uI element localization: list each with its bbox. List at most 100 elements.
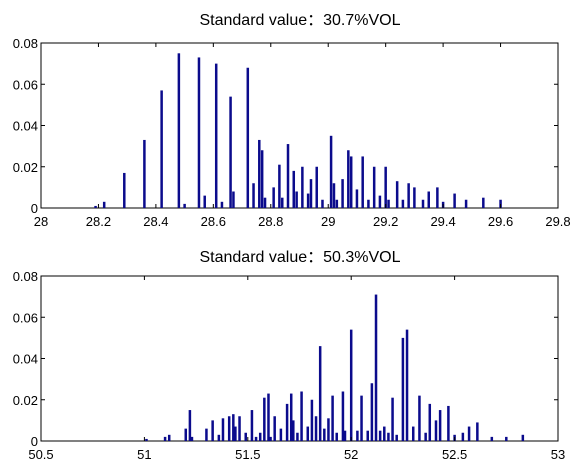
bar xyxy=(177,53,181,209)
bar xyxy=(309,179,313,209)
bar xyxy=(167,434,171,441)
bar xyxy=(258,139,261,208)
x-tick-label: 29.8 xyxy=(545,214,570,229)
bar xyxy=(421,199,425,208)
bar xyxy=(327,418,330,441)
bar xyxy=(188,410,192,441)
x-tick-label: 29.2 xyxy=(373,214,398,229)
bar xyxy=(447,405,450,441)
bar xyxy=(318,346,322,442)
bar xyxy=(521,434,525,441)
bar xyxy=(411,426,415,441)
bar xyxy=(258,432,262,441)
bar xyxy=(424,432,427,441)
bar xyxy=(272,187,275,209)
bar xyxy=(285,403,289,442)
bar xyxy=(321,199,324,208)
bar xyxy=(250,410,254,441)
bar xyxy=(499,199,502,208)
bar xyxy=(292,420,295,442)
bar xyxy=(217,434,221,441)
bar xyxy=(401,337,405,442)
bar xyxy=(372,166,376,208)
bar xyxy=(349,329,353,442)
bar xyxy=(300,391,303,441)
bar xyxy=(203,195,206,209)
x-tick-label: 53 xyxy=(551,447,565,462)
bar xyxy=(314,416,318,441)
bar xyxy=(190,436,194,442)
bar xyxy=(347,150,350,208)
bar xyxy=(234,426,237,441)
bar xyxy=(378,430,382,441)
bar xyxy=(232,191,235,208)
bar xyxy=(428,403,432,442)
bar xyxy=(355,189,359,208)
bar xyxy=(476,422,479,441)
y-tick-label: 0.06 xyxy=(13,310,38,325)
x-tick-label: 28.8 xyxy=(258,214,283,229)
bar xyxy=(211,420,214,442)
bar xyxy=(378,195,382,209)
bar xyxy=(269,436,272,442)
bar xyxy=(306,426,310,441)
bar xyxy=(418,395,421,442)
x-tick-label: 29.6 xyxy=(488,214,513,229)
bar xyxy=(220,201,224,208)
x-tick-label: 28.2 xyxy=(86,214,111,229)
bar xyxy=(413,187,416,209)
chart-title-bottom: Standard value：50.3%VOL xyxy=(199,249,401,266)
bar xyxy=(214,63,218,209)
bar xyxy=(343,430,347,441)
bar xyxy=(464,199,468,208)
bar xyxy=(438,410,442,441)
bar xyxy=(461,432,465,441)
bar xyxy=(197,57,201,208)
y-tick-label: 0 xyxy=(31,434,38,449)
bar xyxy=(296,432,299,441)
bar xyxy=(407,183,410,208)
x-tick-label: 50.5 xyxy=(28,447,53,462)
bar xyxy=(482,197,485,208)
y-tick-label: 0.08 xyxy=(13,36,38,51)
bar xyxy=(295,191,298,208)
y-tick-label: 0.02 xyxy=(13,393,38,408)
bar xyxy=(278,164,281,208)
bar xyxy=(263,397,266,441)
bar xyxy=(374,294,378,441)
bar xyxy=(505,436,508,442)
bar xyxy=(349,156,353,208)
bar xyxy=(360,395,363,442)
x-tick-label: 28.4 xyxy=(143,214,168,229)
x-tick-label: 52.5 xyxy=(442,447,467,462)
y-tick-label: 0.08 xyxy=(13,269,38,284)
bar xyxy=(205,428,208,442)
x-tick-label: 28.6 xyxy=(201,214,226,229)
bar xyxy=(384,166,387,208)
bar xyxy=(427,191,430,208)
bar xyxy=(356,430,359,441)
bar xyxy=(281,197,284,208)
bar xyxy=(163,436,167,442)
bar xyxy=(329,135,333,208)
bar xyxy=(367,199,370,208)
plot-area-1 xyxy=(40,275,559,442)
bar xyxy=(221,418,225,441)
bar xyxy=(143,139,146,208)
y-tick-label: 0.04 xyxy=(13,352,38,367)
y-tick-label: 0.02 xyxy=(13,160,38,175)
bar xyxy=(366,430,369,441)
bar xyxy=(332,183,336,208)
bar xyxy=(401,199,405,208)
bar xyxy=(94,205,97,208)
bar xyxy=(405,329,409,442)
bar xyxy=(254,436,258,442)
bar xyxy=(395,181,399,208)
bar xyxy=(289,393,293,441)
bar xyxy=(361,156,364,208)
bar xyxy=(323,428,326,442)
bar xyxy=(263,197,267,208)
bar xyxy=(331,395,334,442)
